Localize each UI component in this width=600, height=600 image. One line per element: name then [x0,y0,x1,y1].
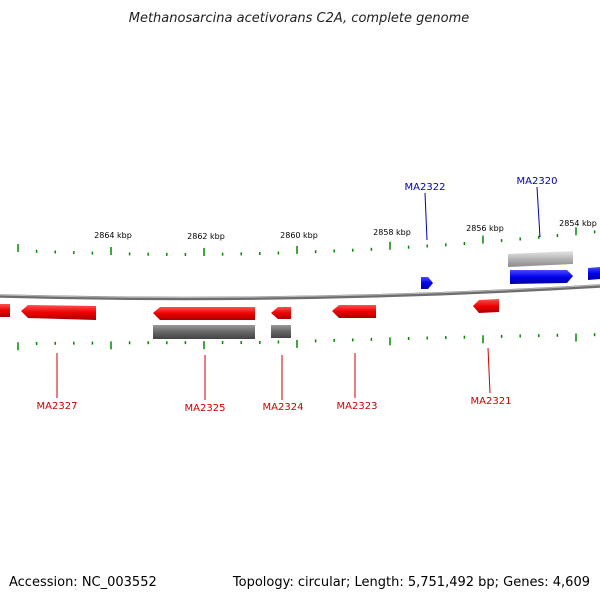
forward-gene-track [421,267,600,289]
upper-tick-track [17,227,596,256]
gene-MA2322[interactable] [421,277,433,289]
gene-label-MA2323[interactable]: MA2323 [337,401,378,412]
leader-MA2320 [536,186,541,238]
gene-label-MA2320[interactable]: MA2320 [517,176,558,187]
gene-labels: MA2322 MA2320 MA2327 MA2325 MA2324 MA232… [37,176,558,414]
scale-label-2860: 2860 kbp [280,231,318,240]
feature-bar-MA2320[interactable] [508,251,573,267]
scale-label-2862: 2862 kbp [187,232,225,241]
scale-labels: 2864 kbp 2862 kbp 2860 kbp 2858 kbp 2856… [94,219,597,241]
feature-bar-MA2325[interactable] [153,325,255,339]
gene-label-MA2325[interactable]: MA2325 [185,403,226,414]
scale-label-2856: 2856 kbp [466,224,504,233]
reverse-gene-track [0,299,499,320]
lower-tick-track [17,333,596,351]
gene-fragment-left[interactable] [0,304,10,317]
genome-backbone [0,284,600,301]
accession-text: Accession: NC_003552 [9,575,157,590]
gene-label-MA2321[interactable]: MA2321 [471,396,512,407]
scale-label-2854: 2854 kbp [559,219,597,228]
secondary-feature-track [153,251,573,339]
leader-MA2322 [424,192,428,241]
feature-bar-MA2324[interactable] [271,325,291,338]
gene-fragment-right[interactable] [588,267,600,280]
scale-label-2858: 2858 kbp [373,228,411,237]
label-leader-lines [56,186,541,400]
gene-MA2324[interactable] [271,307,291,319]
genome-summary-text: Topology: circular; Length: 5,751,492 bp… [232,575,590,590]
gene-MA2321[interactable] [473,299,499,313]
gene-label-MA2327[interactable]: MA2327 [37,401,78,412]
genome-backbone-highlight [0,284,600,298]
gene-label-MA2324[interactable]: MA2324 [263,402,304,413]
scale-label-2864: 2864 kbp [94,231,132,240]
map-title: Methanosarcina acetivorans C2A, complete… [129,11,470,26]
leader-MA2321 [487,347,491,394]
gene-MA2320[interactable] [510,270,573,284]
gene-label-MA2322[interactable]: MA2322 [405,182,446,193]
gene-MA2327[interactable] [21,305,96,320]
gene-MA2325[interactable] [153,307,255,320]
gene-MA2323[interactable] [332,305,376,318]
